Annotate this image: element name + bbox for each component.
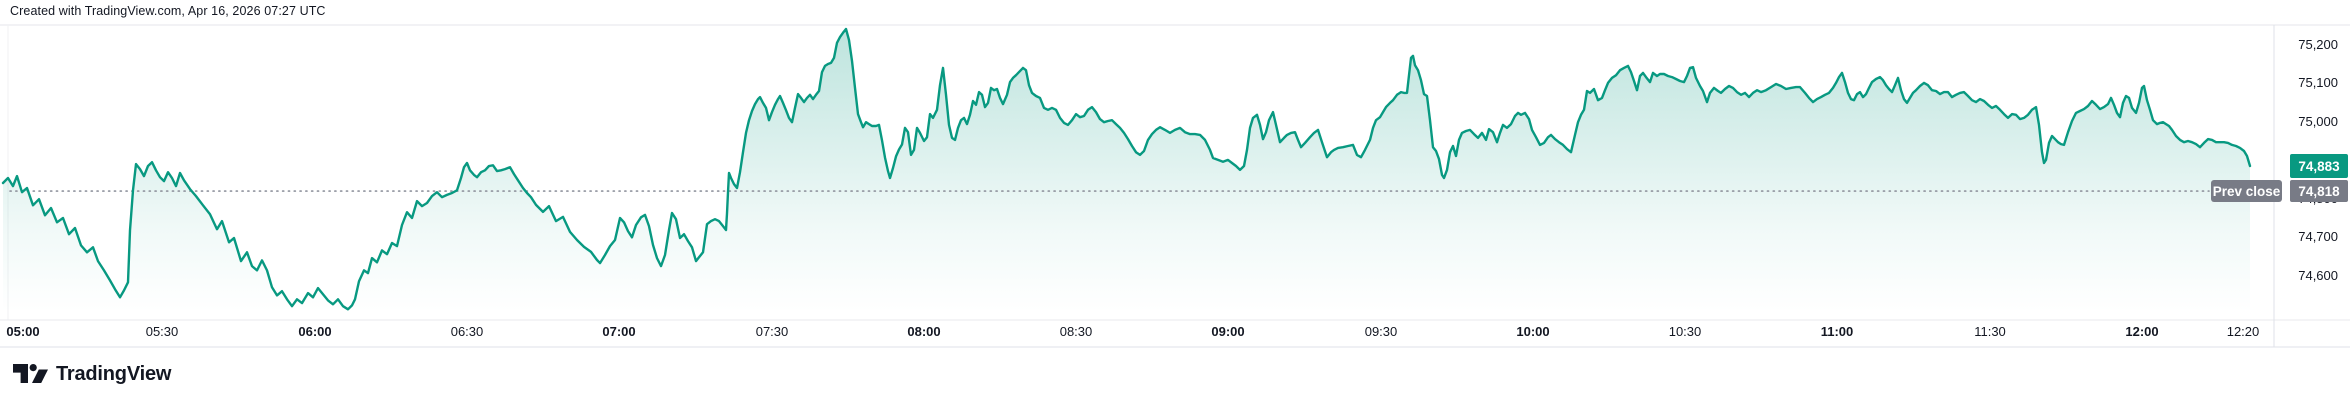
time-axis-label: 08:00 bbox=[907, 324, 941, 339]
price-axis-label: 74,600 bbox=[2298, 267, 2338, 283]
price-axis-label: 75,100 bbox=[2298, 75, 2338, 90]
last-price-badge: 74,883 bbox=[2290, 154, 2348, 179]
time-axis-label: 05:30 bbox=[145, 324, 179, 339]
price-axis-label: 75,000 bbox=[2298, 113, 2338, 129]
time-axis-label: 07:00 bbox=[602, 324, 636, 339]
price-axis-label: 75,200 bbox=[2298, 36, 2338, 52]
tradingview-logo[interactable]: TradingView bbox=[12, 362, 171, 386]
time-axis-label: 12:00 bbox=[2125, 324, 2159, 339]
time-axis-label: 08:30 bbox=[1059, 324, 1093, 339]
time-axis-label: 06:00 bbox=[298, 324, 332, 339]
time-axis-label: 11:00 bbox=[1820, 324, 1854, 339]
prev-close-value-badge: 74,818 bbox=[2290, 180, 2348, 203]
price-axis-label: 74,700 bbox=[2298, 229, 2338, 244]
tradingview-logo-icon bbox=[13, 364, 48, 383]
time-axis-label: 07:30 bbox=[755, 324, 789, 339]
time-axis-label: 09:00 bbox=[1211, 324, 1245, 339]
time-axis-label: 11:30 bbox=[1974, 324, 2006, 339]
attribution-text: Created with TradingView.com, Apr 16, 20… bbox=[10, 4, 326, 18]
price-area-fill bbox=[3, 29, 2250, 319]
time-axis-label: 09:30 bbox=[1364, 324, 1398, 339]
price-line-series bbox=[1, 27, 2252, 311]
time-axis-label: 10:30 bbox=[1668, 324, 1702, 339]
time-axis-label: 06:30 bbox=[450, 324, 484, 339]
time-axis-label: 10:00 bbox=[1516, 324, 1550, 339]
time-axis-label: 12:20 bbox=[2226, 324, 2260, 339]
prev-close-label-badge: Prev close bbox=[2211, 180, 2282, 203]
tradingview-logo-text: TradingView bbox=[56, 362, 172, 385]
time-axis-label: 05:00 bbox=[6, 324, 40, 339]
